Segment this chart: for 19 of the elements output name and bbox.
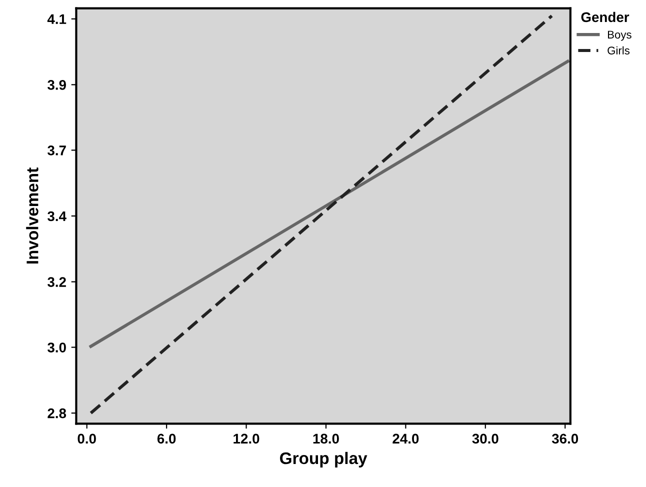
- x-tick-label: 6.0: [157, 434, 176, 444]
- x-tick-label: 12.0: [234, 434, 260, 444]
- x-tick-label: 24.0: [392, 434, 419, 444]
- x-tick-label: 18.0: [313, 434, 339, 444]
- legend-label: Girls: [608, 46, 630, 54]
- legend-title: Gender: [581, 12, 630, 22]
- y-axis-title: Involvement: [26, 168, 38, 264]
- y-tick-label: 3.2: [48, 277, 66, 287]
- y-tick-label: 2.8: [48, 408, 66, 418]
- x-tick-label: 30.0: [472, 434, 498, 444]
- x-tick-label: 36.0: [552, 434, 578, 444]
- x-axis-title: Group play: [280, 452, 368, 468]
- x-tick-label: 0.0: [78, 434, 96, 444]
- y-tick-label: 3.4: [48, 211, 66, 222]
- y-tick-label: 3.9: [48, 80, 66, 90]
- y-tick-label: 3.0: [48, 342, 66, 352]
- y-tick-label: 4.1: [47, 14, 66, 24]
- legend-label: Boys: [608, 30, 632, 41]
- y-tick-label: 3.7: [48, 146, 66, 156]
